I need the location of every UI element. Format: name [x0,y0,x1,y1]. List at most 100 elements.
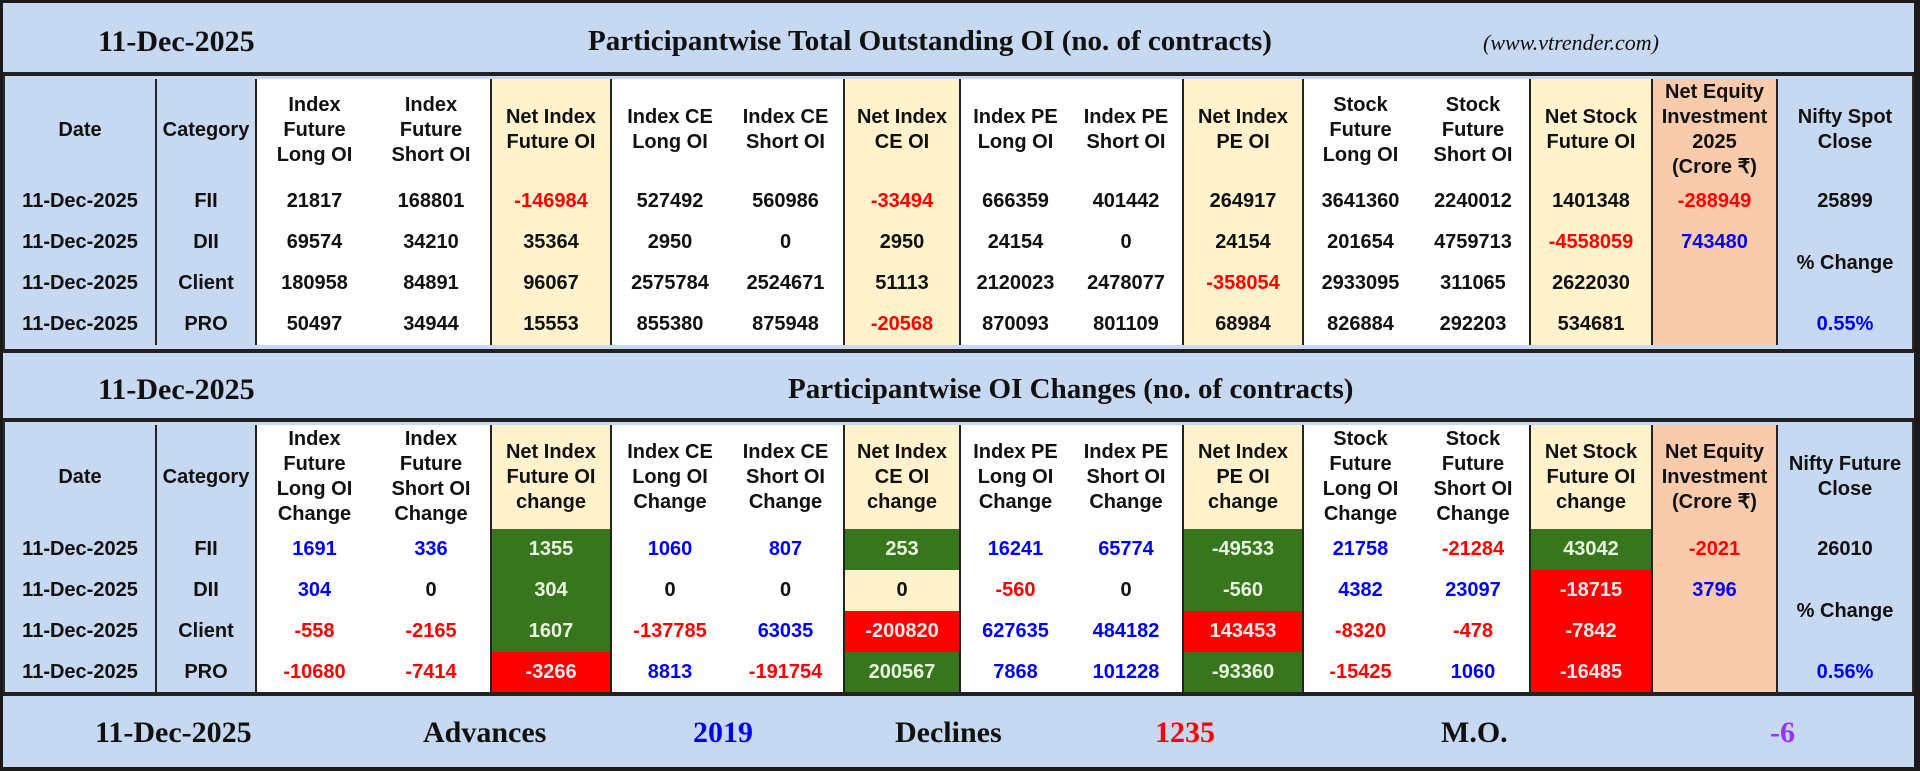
table-row: 11-Dec-2025 PRO -10680 -7414 -3266 8813 -19175… [5,652,1912,693]
cell-index-ce-short: 63035 [728,611,844,652]
cell-net-index-ce: 2950 [843,222,960,263]
header-category: Category [155,79,256,181]
cell-index-ce-short: 807 [728,529,844,570]
cell-date: 11-Dec-2025 [5,652,156,693]
site-credit: (www.vtrender.com) [1483,30,1659,55]
cell-net-equity-investment [1651,652,1777,693]
cell-stock-future-short: 311065 [1417,263,1530,304]
report-date: 11-Dec-2025 [98,25,255,58]
cell-index-future-long: -10680 [255,652,372,693]
cell-index-ce-long: -137785 [610,611,728,652]
mo-value: -6 [1770,716,1795,749]
cell-date: 11-Dec-2025 [5,570,156,611]
cell-category: PRO [155,652,256,693]
cell-index-future-long: 1691 [255,529,372,570]
cell-net-index-pe: 68984 [1182,304,1303,345]
header-stock-future-long: Stock Future Long OI [1302,79,1417,181]
header-net-equity-investment: Net Equity Investment 2025 (Crore ₹) [1651,79,1777,181]
cell-stock-future-short: 4759713 [1417,222,1530,263]
footer-date: 11-Dec-2025 [95,716,252,749]
nifty-change-value: 0.55% [1776,304,1912,345]
cell-index-future-long: 50497 [255,304,372,345]
header-index-future-long: Index Future Long OI Change [255,425,372,529]
cell-net-index-pe: -93360 [1182,652,1303,693]
table-row: 11-Dec-2025 Client 180958 84891 96067 2575784… [5,263,1912,304]
header-stock-future-short: Stock Future Short OI [1417,79,1530,181]
cell-net-stock-future: -16485 [1529,652,1652,693]
cell-net-index-ce: -200820 [843,611,960,652]
cell-net-index-pe: -358054 [1182,263,1303,304]
cell-stock-future-short: -478 [1417,611,1530,652]
cell-net-index-pe: 143453 [1182,611,1303,652]
cell-net-index-ce: -33494 [843,181,960,222]
cell-index-ce-long: 2575784 [610,263,728,304]
cell-index-ce-short: 0 [728,222,844,263]
cell-index-pe-long: 24154 [959,222,1070,263]
cell-net-index-future: -3266 [490,652,611,693]
cell-index-future-short: 34944 [372,304,491,345]
cell-index-ce-short: 2524671 [728,263,844,304]
table-row: 11-Dec-2025 FII 21817 168801 -146984 527492 56… [5,181,1912,222]
cell-index-pe-long: 627635 [959,611,1070,652]
oi-title-banner: 11-Dec-2025 Participantwise Total Outsta… [3,3,1914,76]
cell-net-index-ce: 253 [843,529,960,570]
cell-index-ce-long: 527492 [610,181,728,222]
cell-category: PRO [155,304,256,345]
cell-net-stock-future: 43042 [1529,529,1652,570]
cell-net-index-future: -146984 [490,181,611,222]
cell-index-pe-short: 0 [1070,570,1183,611]
oi-changes-title: Participantwise OI Changes (no. of contr… [788,373,1354,405]
header-stock-future-long: Stock Future Long OI Change [1302,425,1417,529]
cell-category: DII [155,222,256,263]
cell-category: FII [155,529,256,570]
cell-net-index-future: 35364 [490,222,611,263]
total-oi-table: Date Category Index Future Long OI Index Fu… [5,79,1912,345]
cell-index-ce-long: 8813 [610,652,728,693]
nifty-change-value: 0.56% [1776,652,1912,693]
cell-net-index-future: 1607 [490,611,611,652]
cell-stock-future-long: -8320 [1302,611,1417,652]
cell-net-index-pe: -49533 [1182,529,1303,570]
header-net-equity-investment: Net Equity Investment (Crore ₹) [1651,425,1777,529]
cell-stock-future-short: 292203 [1417,304,1530,345]
cell-nifty: 25899 [1776,181,1912,222]
header-nifty: Nifty Spot Close [1776,79,1912,181]
cell-index-pe-long: 666359 [959,181,1070,222]
cell-net-equity-investment: 743480 [1651,222,1777,263]
cell-stock-future-long: 3641360 [1302,181,1417,222]
cell-index-future-long: 69574 [255,222,372,263]
cell-index-future-short: 168801 [372,181,491,222]
table-row: 11-Dec-2025 Client -558 -2165 1607 -137785 630… [5,611,1912,652]
cell-index-ce-short: 560986 [728,181,844,222]
header-net-index-pe: Net Index PE OI [1182,79,1303,181]
cell-net-index-future: 15553 [490,304,611,345]
cell-stock-future-short: 2240012 [1417,181,1530,222]
cell-index-future-long: -558 [255,611,372,652]
cell-net-equity-investment: 3796 [1651,570,1777,611]
cell-net-equity-investment [1651,263,1777,304]
cell-index-pe-short: 484182 [1070,611,1183,652]
header-index-ce-short: Index CE Short OI Change [728,425,844,529]
cell-index-ce-short: 0 [728,570,844,611]
cell-date: 11-Dec-2025 [5,222,156,263]
cell-net-index-future: 1355 [490,529,611,570]
declines-value: 1235 [1155,716,1215,749]
header-index-ce-long: Index CE Long OI Change [610,425,728,529]
cell-net-index-pe: -560 [1182,570,1303,611]
cell-index-future-short: -7414 [372,652,491,693]
cell-index-pe-short: 65774 [1070,529,1183,570]
header-index-ce-short: Index CE Short OI [728,79,844,181]
table-row: 11-Dec-2025 DII 304 0 304 0 0 0 -560 0 -560 4382 230… [5,570,1912,652]
header-net-index-future: Net Index Future OI [490,79,611,181]
cell-index-future-short: 336 [372,529,491,570]
cell-net-stock-future: 2622030 [1529,263,1652,304]
cell-category: FII [155,181,256,222]
cell-date: 11-Dec-2025 [5,181,156,222]
cell-stock-future-long: 201654 [1302,222,1417,263]
header-index-pe-long: Index PE Long OI [959,79,1070,181]
cell-category: Client [155,611,256,652]
cell-index-pe-short: 101228 [1070,652,1183,693]
cell-stock-future-long: 826884 [1302,304,1417,345]
header-date: Date [5,425,156,529]
cell-index-pe-short: 0 [1070,222,1183,263]
